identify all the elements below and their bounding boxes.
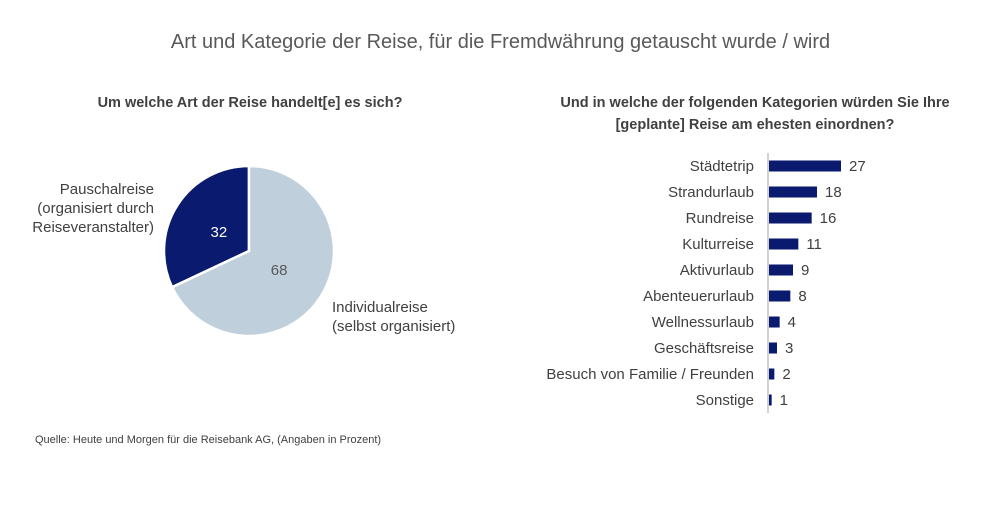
bar-6 (769, 290, 791, 302)
bar-category-label-10: Sonstige (696, 392, 754, 409)
bar-chart-title: Und in welche der folgenden Kategorien w… (545, 92, 965, 136)
bar-3 (769, 212, 812, 224)
bar-category-label-2: Strandurlaub (668, 184, 754, 201)
bar-5 (769, 264, 793, 276)
bar-9 (769, 368, 775, 380)
pie-slice-1 (162, 164, 251, 289)
chart-title: Art und Kategorie der Reise, für die Fre… (170, 31, 831, 53)
bar-category-label-6: Abenteuerurlaub (643, 288, 754, 305)
pie-category-label-2-line-1: Individualreise (332, 299, 428, 316)
bar-4 (769, 238, 799, 250)
bar-category-label-5: Aktivurlaub (680, 262, 754, 279)
bar-2 (769, 186, 817, 198)
bar-10 (769, 394, 772, 406)
bar-category-label-1: Städtetrip (690, 158, 754, 175)
pie-category-label-1-line-1: Pauschalreise (60, 181, 154, 198)
bar-chart-title-line-1: Und in welche der folgenden Kategorien w… (560, 95, 950, 111)
pie-chart-title: Um welche Art der Reise handelt[e] es si… (97, 95, 403, 111)
pie-category-label-2-line-2: (selbst organisiert) (332, 318, 455, 335)
bar-value-label-3: 16 (820, 210, 837, 227)
bar-category-label-9: Besuch von Familie / Freunden (546, 366, 754, 383)
source-note: Quelle: Heute und Morgen für die Reiseba… (35, 434, 382, 446)
pie-slice-2 (170, 164, 336, 338)
bar-7 (769, 316, 780, 328)
bar-value-label-7: 4 (788, 314, 796, 331)
bar-chart-title-line-2: [geplante] Reise am ehesten einordnen? (615, 117, 895, 133)
bar-category-label-8: Geschäftsreise (654, 340, 754, 357)
bar-8 (769, 342, 777, 354)
bar-value-label-9: 2 (782, 366, 790, 383)
bar-value-label-2: 18 (825, 184, 842, 201)
bar-category-label-3: Rundreise (686, 210, 754, 227)
bar-value-label-5: 9 (801, 262, 809, 279)
bar-value-label-8: 3 (785, 340, 793, 357)
bar-category-label-7: Wellnessurlaub (652, 314, 754, 331)
pie-value-label-2: 68 (271, 262, 288, 279)
pie-category-label-1-line-2: (organisiert durch (37, 200, 154, 217)
bar-category-label-4: Kulturreise (682, 236, 754, 253)
bar-value-label-6: 8 (798, 288, 806, 305)
bar-value-label-4: 11 (806, 236, 822, 253)
pie-category-label-1-line-3: Reiseveranstalter) (32, 219, 154, 236)
pie-value-label-1: 32 (211, 224, 228, 241)
bar-value-label-1: 27 (849, 158, 866, 175)
bar-value-label-10: 1 (780, 392, 788, 409)
bar-1 (769, 160, 841, 172)
